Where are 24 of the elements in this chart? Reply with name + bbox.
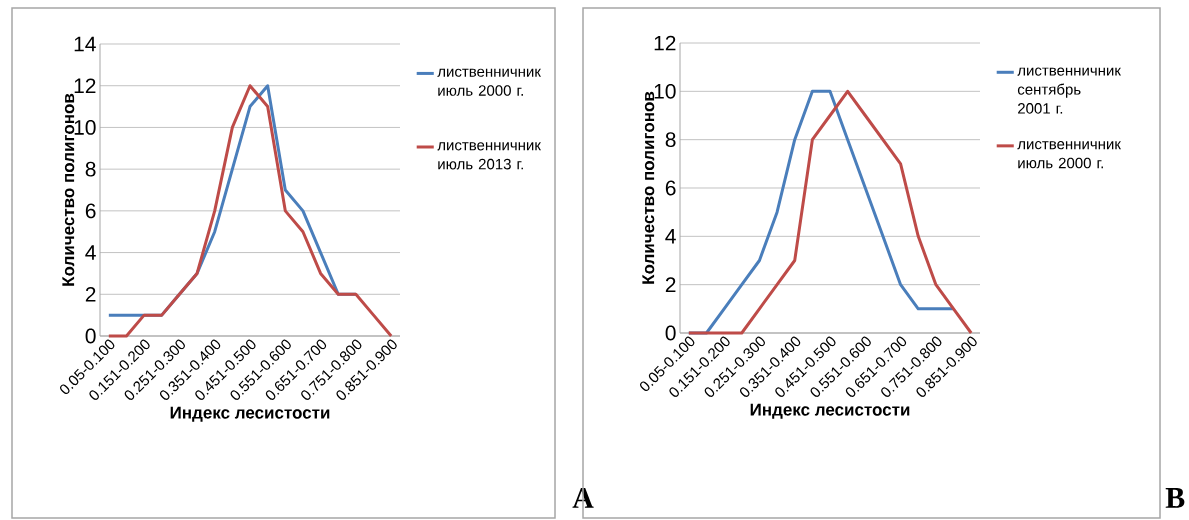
y-tick-label: 12 xyxy=(654,35,676,51)
y-tick-label: 4 xyxy=(85,245,96,260)
y-tick-label: 8 xyxy=(85,161,96,177)
y-tick-label: 10 xyxy=(654,83,676,99)
x-axis-title: Индекс лесистости xyxy=(170,406,330,422)
y-tick-label: 2 xyxy=(665,277,676,292)
y-tick-label: 14 xyxy=(74,36,96,52)
legend-label: лиственничник июль 2013 г. xyxy=(437,142,541,170)
legend-label: лиственничник июль 2000 г. xyxy=(1017,141,1121,169)
y-tick-label: 6 xyxy=(85,203,96,219)
legend-label: лиственничник сентябрь 2001 г. xyxy=(1017,67,1121,114)
legend-label: лиственничник июль 2000 г. xyxy=(437,68,541,96)
x-axis-title: Индекс лесистости xyxy=(750,403,910,419)
y-tick-label: 4 xyxy=(665,229,676,244)
y-axis-title: Количество полигонов xyxy=(62,93,75,286)
y-axis-title: Количество полигонов xyxy=(642,91,655,284)
text: A xyxy=(572,487,594,508)
y-tick-label: 2 xyxy=(85,286,96,302)
line-series xyxy=(107,84,393,338)
y-tick-label: 8 xyxy=(665,132,676,148)
text: B xyxy=(1165,488,1185,508)
y-tick-label: 12 xyxy=(74,78,96,94)
y-tick-label: 6 xyxy=(665,180,676,196)
y-tick-label: 10 xyxy=(74,119,96,135)
